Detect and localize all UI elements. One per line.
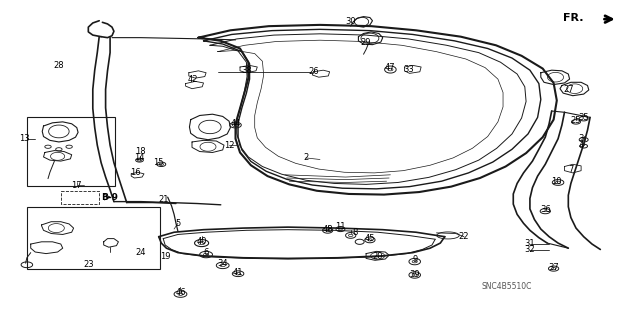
Bar [27, 207, 160, 269]
Text: 38: 38 [241, 66, 252, 75]
Text: 20: 20 [372, 252, 383, 261]
Text: 16: 16 [131, 168, 141, 177]
Text: 5: 5 [175, 219, 180, 228]
Text: 25: 25 [571, 116, 581, 125]
Text: 8: 8 [353, 228, 358, 237]
Text: 6: 6 [204, 248, 209, 256]
Text: 15: 15 [154, 158, 164, 167]
Text: 32: 32 [525, 245, 535, 254]
Text: 27: 27 [563, 85, 573, 94]
Text: 36: 36 [540, 205, 550, 214]
Text: 22: 22 [459, 232, 469, 241]
Text: FR.: FR. [563, 12, 583, 23]
Bar [27, 117, 115, 186]
Text: 26: 26 [308, 67, 319, 76]
Text: 31: 31 [525, 239, 535, 248]
Text: 13: 13 [19, 134, 29, 143]
Text: 30: 30 [346, 17, 356, 26]
Text: 33: 33 [403, 65, 413, 74]
Text: 19: 19 [160, 252, 170, 261]
Text: 29: 29 [361, 38, 371, 47]
Text: 35: 35 [579, 113, 589, 122]
Text: 21: 21 [158, 195, 168, 204]
Text: 34: 34 [218, 259, 228, 268]
Text: 47: 47 [385, 63, 396, 72]
Text: SNC4B5510C: SNC4B5510C [482, 282, 532, 291]
Text: 2: 2 [303, 153, 308, 162]
Text: 12: 12 [224, 141, 234, 150]
Text: 41: 41 [233, 268, 243, 277]
Text: 4: 4 [579, 141, 584, 150]
Text: 7: 7 [568, 165, 573, 174]
Text: 14: 14 [134, 153, 145, 162]
Text: 28: 28 [54, 61, 64, 70]
Text: 42: 42 [188, 75, 198, 84]
Text: 23: 23 [83, 260, 93, 269]
Text: 9: 9 [412, 256, 417, 264]
Text: 17: 17 [72, 181, 82, 189]
Text: 44: 44 [230, 119, 241, 128]
Text: 40: 40 [196, 237, 207, 246]
Text: 10: 10 [552, 177, 562, 186]
Text: 3: 3 [579, 134, 584, 143]
Text: 45: 45 [365, 234, 375, 243]
Text: 11: 11 [335, 222, 346, 231]
Text: 48: 48 [323, 225, 333, 234]
Text: 18: 18 [136, 147, 146, 156]
Text: 39: 39 [410, 271, 420, 279]
Text: 46: 46 [175, 288, 186, 297]
Text: 37: 37 [548, 263, 559, 272]
Text: B-9: B-9 [102, 193, 118, 202]
Text: 24: 24 [136, 248, 146, 256]
